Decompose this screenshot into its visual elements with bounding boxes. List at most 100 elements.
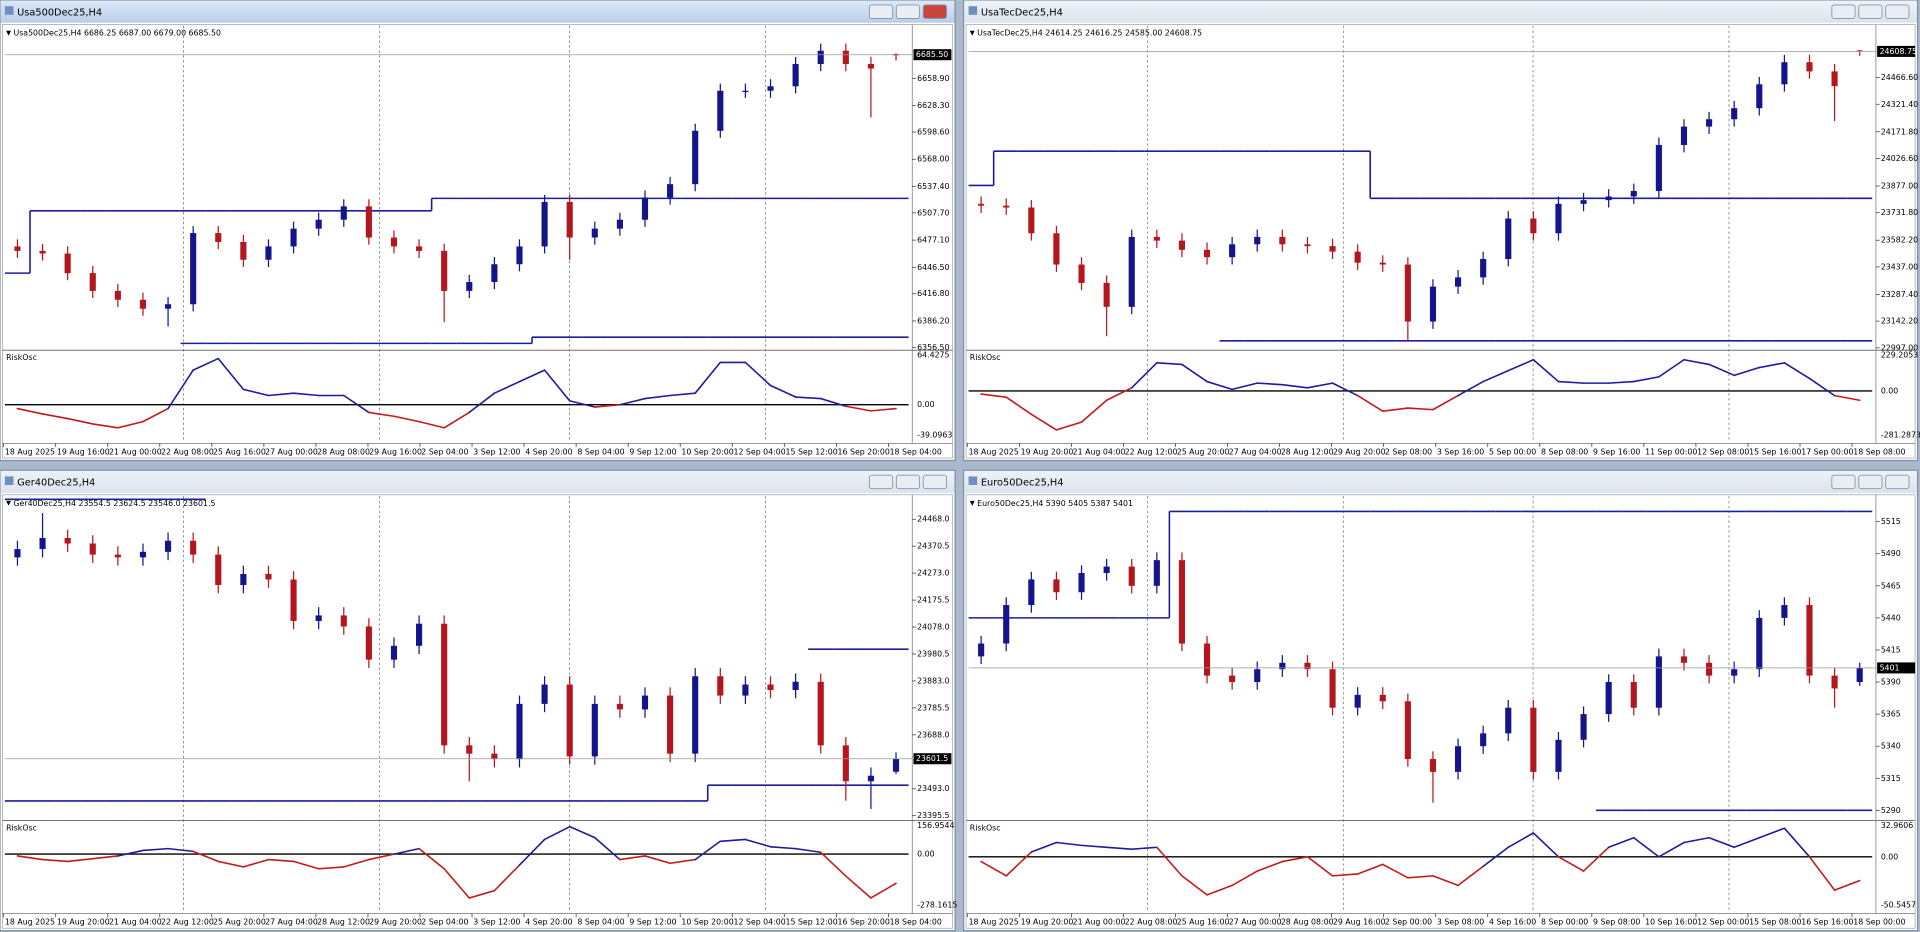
osc-line — [719, 838, 747, 843]
candle-body — [1279, 662, 1286, 670]
osc-line — [192, 850, 220, 863]
candle-body — [616, 219, 623, 229]
maximize-button[interactable] — [1858, 474, 1883, 490]
osc-line — [1055, 841, 1083, 847]
x-tick-label: 8 Sep 08:00 — [1541, 447, 1588, 456]
maximize-button[interactable] — [895, 474, 921, 490]
y-tick-label: 5515 — [1881, 517, 1901, 526]
candle-body — [89, 273, 96, 291]
x-tick-label: 12 Sep 08:00 — [1697, 447, 1749, 456]
osc-line — [1105, 846, 1133, 850]
candle-body — [1053, 233, 1060, 265]
y-tick-label: 6658.90 — [917, 74, 949, 83]
y-tick-label: 6416.80 — [917, 289, 949, 298]
close-button[interactable] — [1885, 4, 1910, 19]
osc-line — [1281, 383, 1309, 389]
symbol-info: UsaTecDec25,H4 24614.25 24616.25 24585.0… — [977, 29, 1202, 38]
x-tick-label: 3 Sep 16:00 — [1437, 447, 1484, 456]
last-price-label: 24608.75 — [1880, 47, 1917, 56]
x-tick-label: 27 Aug 00:00 — [1229, 918, 1282, 927]
osc-line — [543, 825, 571, 841]
candle-body — [1630, 190, 1637, 197]
candle-body — [1706, 119, 1713, 127]
candle-body — [441, 623, 448, 746]
osc-line — [1256, 382, 1284, 386]
candle-body — [165, 540, 172, 552]
osc-line — [1381, 863, 1409, 879]
candle-body — [1329, 669, 1336, 708]
y-tick-label: 22997.00 — [1881, 343, 1918, 352]
osc-line — [242, 388, 270, 397]
candle-body — [1128, 236, 1135, 307]
candle-body — [817, 681, 824, 746]
candle-body — [1856, 50, 1863, 52]
x-tick-label: 18 Sep 04:00 — [890, 918, 942, 927]
x-tick-label: 22 Aug 12:00 — [161, 918, 214, 927]
candle-body — [114, 290, 121, 300]
y-tick-label: 23395.5 — [917, 811, 949, 820]
x-tick-label: 22 Aug 08:00 — [1125, 918, 1178, 927]
close-button[interactable] — [922, 474, 947, 490]
osc-line — [1331, 873, 1359, 877]
x-tick-label: 15 Sep 12:00 — [786, 447, 838, 456]
osc-line — [518, 369, 546, 383]
minimize-button[interactable] — [1831, 474, 1856, 490]
candle-body — [641, 695, 649, 710]
candle-body — [466, 282, 473, 291]
maximize-button[interactable] — [1858, 4, 1883, 19]
osc-line — [368, 411, 395, 418]
candle-body — [978, 203, 985, 206]
osc-line — [870, 882, 897, 899]
y-tick-label: 5390 — [1881, 678, 1901, 687]
candle-body — [867, 775, 874, 782]
candle-body — [1655, 656, 1662, 708]
x-tick-label: 18 Sep 04:00 — [890, 447, 942, 456]
y-tick-label: 24468.0 — [917, 515, 949, 524]
osc-line — [518, 838, 546, 866]
candle-body — [491, 264, 498, 283]
osc-line — [493, 864, 521, 892]
candle-body — [390, 645, 398, 660]
x-tick-label: 18 Aug 2025 — [5, 918, 55, 927]
osc-line — [368, 853, 395, 861]
osc-line — [1156, 846, 1183, 877]
osc-line — [66, 857, 94, 863]
candle-body — [1455, 277, 1462, 287]
osc-line — [845, 405, 872, 412]
candle-body — [315, 219, 322, 229]
candle-body — [1580, 200, 1587, 204]
candle-body — [742, 684, 749, 696]
candle-body — [792, 64, 799, 87]
maximize-button[interactable] — [895, 4, 921, 19]
symbol-info: Euro50Dec25,H4 5390 5405 5387 5401 — [977, 499, 1133, 508]
y-tick-label: 23785.5 — [917, 703, 949, 712]
osc-line — [1080, 844, 1108, 849]
y-tick-label: 24078.0 — [917, 623, 949, 632]
osc-line — [1482, 369, 1510, 383]
minimize-button[interactable] — [868, 4, 894, 19]
x-tick-label: 21 Aug 04:00 — [1073, 447, 1126, 456]
minimize-button[interactable] — [1831, 4, 1856, 19]
osc-line — [468, 392, 496, 414]
osc-line — [769, 384, 797, 398]
osc-line — [493, 380, 521, 394]
x-tick-label: 27 Aug 04:00 — [1229, 447, 1282, 456]
close-button[interactable] — [1885, 474, 1910, 490]
candle-body — [1429, 286, 1437, 322]
candle-body — [1404, 264, 1411, 322]
candle-body — [466, 745, 473, 754]
candle-body — [767, 86, 774, 91]
candle-body — [215, 233, 222, 242]
minimize-button[interactable] — [868, 474, 894, 490]
osc-line — [694, 361, 722, 394]
osc-tick-label: 0.00 — [1881, 852, 1898, 861]
osc-line — [1557, 856, 1585, 872]
osc-line — [167, 369, 194, 410]
candle-body — [1781, 605, 1788, 618]
close-button[interactable] — [922, 4, 947, 19]
y-tick-label: 5365 — [1881, 710, 1901, 719]
osc-line — [217, 860, 245, 868]
candle-body — [240, 241, 247, 260]
candle-body — [842, 745, 849, 782]
osc-line — [669, 392, 697, 397]
